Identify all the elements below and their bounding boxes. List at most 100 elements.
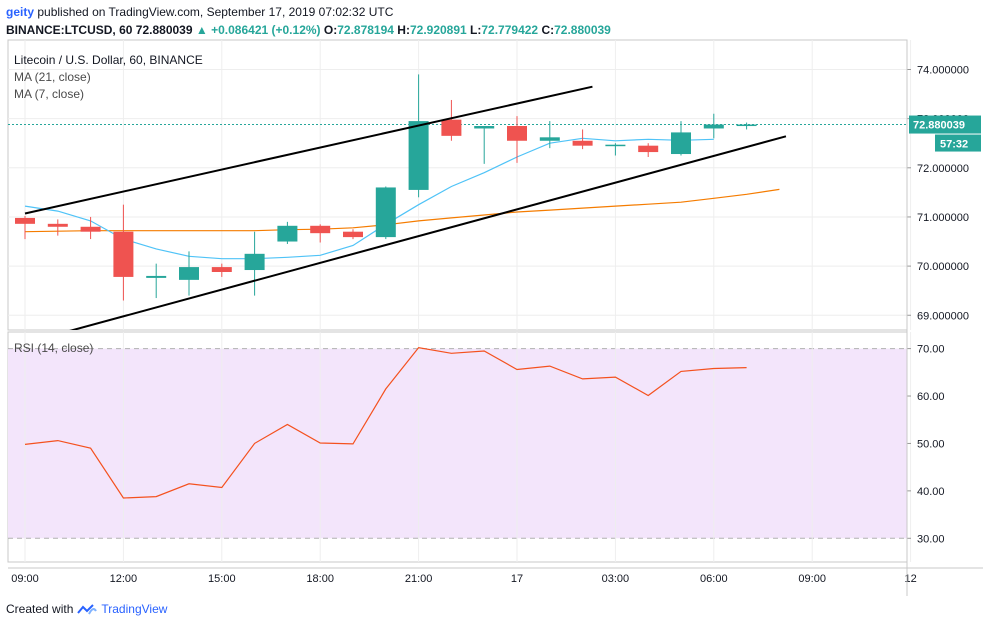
candle-body bbox=[179, 267, 199, 280]
x-tick-label: 12:00 bbox=[110, 573, 138, 585]
footer: Created with TradingView bbox=[6, 602, 167, 616]
candle-body bbox=[375, 187, 396, 238]
candle bbox=[277, 221, 298, 244]
candle-body bbox=[507, 126, 527, 141]
candle-body bbox=[80, 226, 101, 232]
close-value: 72.880039 bbox=[554, 23, 611, 37]
change-up-icon: ▲ bbox=[195, 23, 208, 37]
candle bbox=[211, 263, 232, 277]
high-label: H: bbox=[397, 23, 410, 37]
candle bbox=[408, 74, 429, 198]
last-price-marker-label: 72.880039 bbox=[913, 120, 965, 132]
candle-body bbox=[15, 217, 35, 224]
rsi-y-tick-label: 60.00 bbox=[917, 391, 945, 403]
candle bbox=[15, 215, 35, 240]
price-pane bbox=[7, 39, 908, 331]
candle-body bbox=[572, 140, 593, 146]
x-tick-label: 09:00 bbox=[798, 573, 826, 585]
candle bbox=[80, 216, 101, 240]
price-series bbox=[8, 74, 907, 331]
candle bbox=[671, 121, 691, 156]
rsi-y-tick-label: 30.00 bbox=[917, 533, 945, 545]
ma21-line bbox=[24, 188, 780, 233]
candle-body bbox=[441, 119, 462, 136]
countdown-label: 57:32 bbox=[940, 139, 968, 151]
x-tick-label: 06:00 bbox=[700, 573, 728, 585]
x-tick-label: 03:00 bbox=[602, 573, 630, 585]
last-price: 72.880039 bbox=[135, 23, 193, 37]
candle bbox=[179, 251, 199, 296]
created-with-label: Created with bbox=[6, 602, 74, 616]
candle bbox=[736, 122, 757, 130]
candle bbox=[638, 143, 659, 157]
candle bbox=[146, 263, 167, 299]
candle bbox=[507, 116, 527, 163]
rsi-y-tick-label: 40.00 bbox=[917, 486, 945, 498]
candle-body bbox=[310, 225, 331, 234]
candle-body bbox=[736, 124, 757, 127]
candle bbox=[113, 204, 134, 301]
x-tick-label: 18:00 bbox=[306, 573, 334, 585]
open-value: 72.878194 bbox=[337, 23, 394, 37]
candle-body bbox=[408, 121, 429, 190]
x-tick-label: 21:00 bbox=[405, 573, 433, 585]
candle-body bbox=[244, 253, 265, 271]
price-y-tick-label: 71.000000 bbox=[917, 212, 969, 224]
rsi-y-tick-label: 50.00 bbox=[917, 438, 945, 450]
countdown-marker bbox=[935, 134, 981, 152]
tradingview-brand[interactable]: TradingView bbox=[101, 602, 168, 616]
price-y-tick-label: 69.000000 bbox=[917, 310, 969, 322]
candle-body bbox=[474, 126, 495, 129]
candle-body bbox=[47, 223, 68, 227]
candle bbox=[474, 126, 495, 164]
candle bbox=[375, 186, 396, 240]
price-y-tick-label: 70.000000 bbox=[917, 261, 969, 273]
price-y-tick-label: 74.000000 bbox=[917, 64, 969, 76]
trendline[interactable] bbox=[24, 85, 593, 215]
candle-body bbox=[703, 124, 724, 129]
candle bbox=[244, 231, 265, 296]
candle bbox=[703, 113, 724, 139]
candle-body bbox=[146, 275, 167, 278]
low-value: 72.779422 bbox=[481, 23, 539, 37]
x-tick-label: 12 bbox=[904, 573, 916, 585]
candle bbox=[441, 99, 462, 141]
tradingview-logo-icon bbox=[77, 604, 98, 615]
ohlc-bar: BINANCE:LTCUSD, 60 72.880039 ▲ +0.086421… bbox=[6, 22, 611, 38]
candle bbox=[310, 224, 331, 243]
candle-body bbox=[605, 144, 626, 147]
last-price-marker bbox=[909, 115, 981, 134]
candle bbox=[605, 143, 626, 156]
close-label: C: bbox=[541, 23, 555, 37]
x-tick-label: 15:00 bbox=[208, 573, 236, 585]
candle-body bbox=[671, 132, 691, 155]
price-y-tick-label: 72.000000 bbox=[917, 163, 969, 175]
rsi-y-tick-label: 70.00 bbox=[917, 344, 945, 356]
candle bbox=[47, 219, 68, 236]
candle-body bbox=[539, 137, 560, 141]
rsi-band bbox=[8, 348, 907, 539]
symbol-label: BINANCE:LTCUSD, 60 bbox=[6, 23, 133, 37]
ma7-line bbox=[24, 137, 714, 260]
candle bbox=[539, 121, 560, 149]
candle bbox=[343, 229, 363, 240]
candle-body bbox=[113, 231, 134, 277]
candle-body bbox=[343, 231, 363, 238]
candle bbox=[572, 129, 593, 150]
open-label: O: bbox=[323, 23, 338, 37]
chart-title: Litecoin / U.S. Dollar, 60, BINANCE bbox=[14, 53, 203, 67]
trendline[interactable] bbox=[68, 135, 787, 331]
rsi-line bbox=[24, 346, 747, 499]
candle-body bbox=[211, 267, 232, 272]
candle-body bbox=[277, 225, 298, 242]
high-value: 72.920891 bbox=[409, 23, 467, 37]
ma7-legend: MA (7, close) bbox=[14, 87, 85, 101]
x-tick-label: 17 bbox=[511, 573, 523, 585]
publish-info: published on TradingView.com, September … bbox=[37, 5, 394, 19]
publisher-username[interactable]: geity bbox=[6, 5, 35, 19]
rsi-legend: RSI (14, close) bbox=[14, 341, 94, 355]
publish-header: geity published on TradingView.com, Sept… bbox=[6, 4, 393, 20]
low-label: L: bbox=[470, 23, 482, 37]
ma21-legend: MA (21, close) bbox=[14, 70, 91, 84]
